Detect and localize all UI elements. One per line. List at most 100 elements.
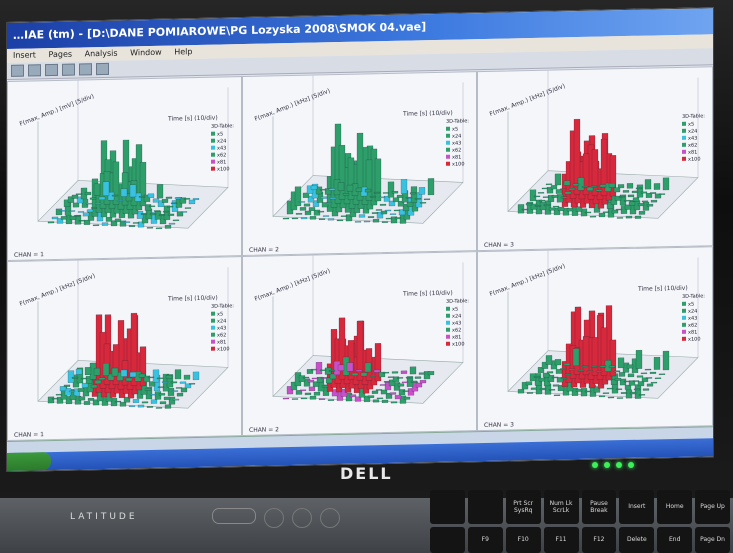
media-button[interactable] [292,508,312,528]
bar [312,381,320,387]
bar [548,389,556,391]
bar [356,132,364,201]
key[interactable]: Pause Break [581,490,617,524]
pause-button[interactable] [96,62,109,76]
key[interactable]: Delete [619,526,655,553]
key[interactable]: F10 [505,526,541,553]
bar [394,394,402,400]
bar [637,381,645,387]
channel-label: CHAN = 3 [484,241,514,249]
toolbar-button[interactable] [62,63,75,76]
bar [390,401,398,404]
bar [311,377,319,380]
key[interactable] [467,490,503,524]
bar [551,195,559,198]
bar [633,388,641,391]
bar [132,399,140,403]
legend-entry: x81 [452,334,461,340]
menu-analysis[interactable]: Analysis [84,48,118,59]
bar [328,188,336,191]
menu-insert[interactable]: Insert [13,50,36,60]
bar [98,377,106,380]
toolbar-button[interactable] [45,63,58,77]
key[interactable] [430,526,465,553]
bar [537,192,545,194]
key[interactable]: Page Up [695,490,730,524]
bar [543,204,551,207]
key[interactable]: End [657,526,693,553]
key[interactable]: F9 [467,526,503,553]
bar [356,320,364,381]
bar [328,370,336,372]
menu-help[interactable]: Help [174,47,193,57]
key[interactable]: Home [657,490,693,524]
bar [538,377,546,382]
bar [128,405,136,407]
bar [308,386,316,391]
bar [167,388,175,396]
bar [575,388,583,392]
key[interactable]: F11 [543,526,579,553]
toolbar-button[interactable] [11,64,24,77]
bar [560,377,568,380]
bar [342,193,350,196]
key[interactable]: Page Dn [695,526,730,553]
bar [394,217,402,220]
bar [55,394,63,396]
legend-entry: x62 [688,323,697,329]
bar [602,392,610,394]
bar [610,379,618,385]
bar [282,397,290,400]
bar [600,138,608,196]
bar [327,218,335,221]
bar [381,221,389,223]
bar [653,183,661,190]
bar [136,211,144,219]
bar [123,221,131,223]
bar [170,202,178,204]
x-axis-label: Time [s] (10/div) [402,110,453,118]
bar [171,390,179,392]
legend-swatch [446,161,450,166]
bar [575,206,583,212]
media-button[interactable] [264,508,284,528]
power-button[interactable] [212,508,256,524]
key[interactable]: F12 [581,526,617,553]
bar [586,370,594,372]
bar [645,193,653,198]
menu-pages[interactable]: Pages [48,49,73,60]
bar [387,376,395,378]
chart-panel: F(max, Amp.) [kHz] (5/div) 3D-Table: x5 x24… [477,66,713,252]
bar [533,195,541,198]
bar [174,369,182,380]
key[interactable]: Insert [619,490,655,524]
menu-window[interactable]: Window [130,47,162,58]
bar [564,373,572,375]
bar [317,211,325,213]
bar [90,207,98,209]
legend-swatch [211,346,215,351]
legend-entry: x62 [452,147,461,153]
bar [541,187,549,190]
y-axis-label: F(max, Amp.) [kHz] (5/div) [19,272,96,307]
key[interactable] [430,490,465,524]
bar [418,187,426,195]
bar [582,153,590,196]
legend-entry: x100 [452,341,465,347]
bar [401,381,409,384]
bar [644,368,652,371]
channel-label: CHAN = 1 [14,431,44,439]
play-button[interactable] [79,63,92,76]
bar [625,215,633,219]
led [628,462,634,468]
toolbar-button[interactable] [28,64,41,77]
bar [371,212,379,214]
media-button[interactable] [320,508,340,528]
bar [641,377,649,382]
key[interactable]: Prt Scr SysRq [505,490,541,524]
bar [577,370,585,372]
start-button[interactable] [7,452,51,471]
bar [613,370,621,373]
bar [400,370,408,374]
key[interactable]: Num Lk ScrLk [543,490,579,524]
